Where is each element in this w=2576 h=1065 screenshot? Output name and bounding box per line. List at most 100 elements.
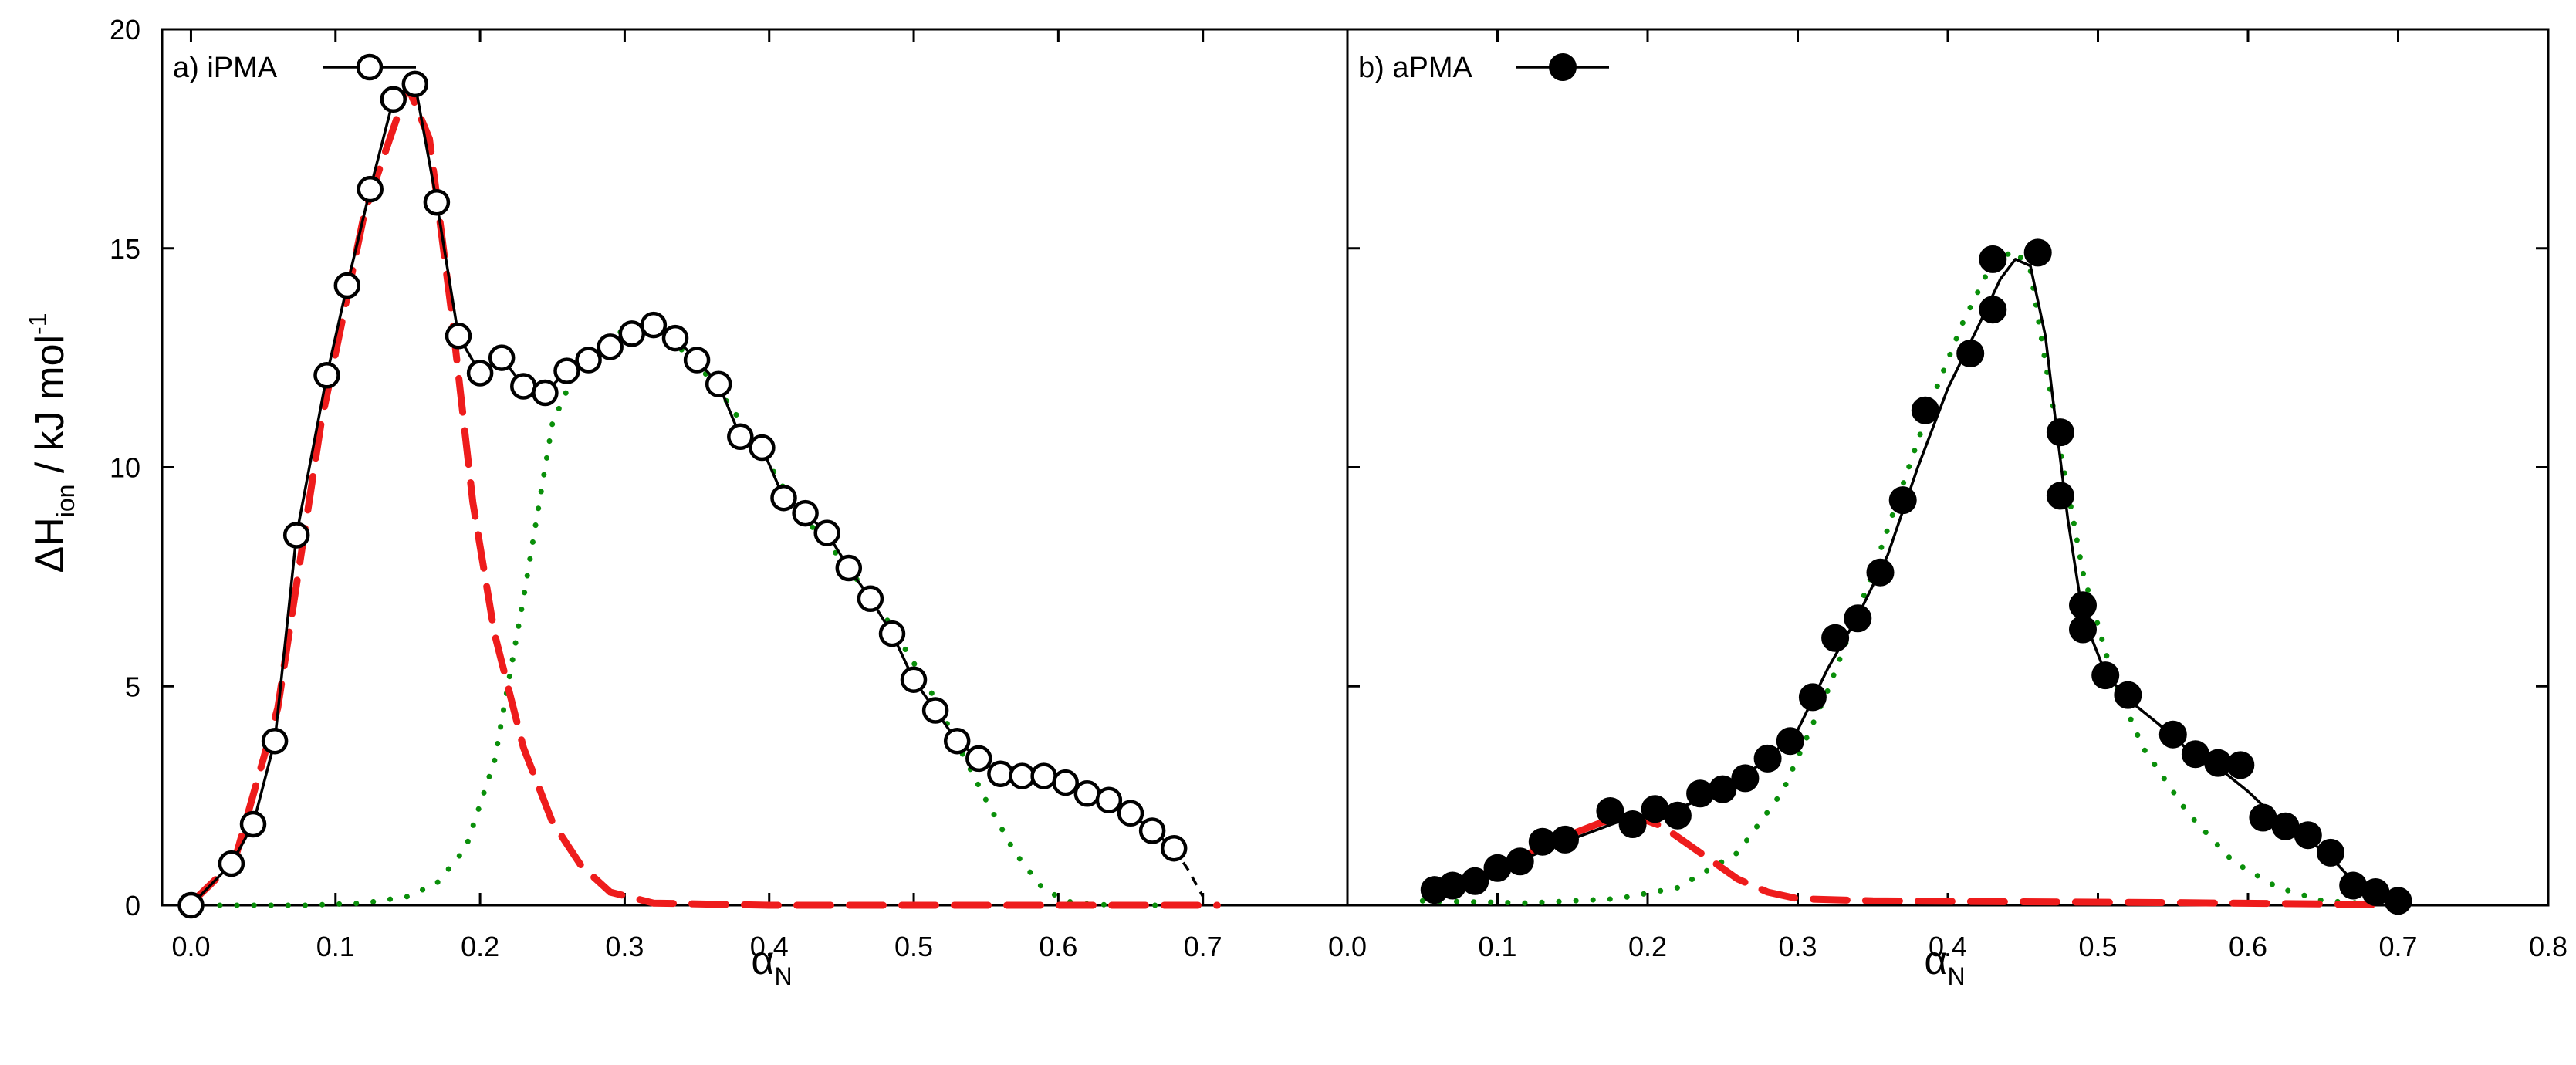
x-tick-label-b: 0.1 xyxy=(1478,931,1516,962)
x-tick-label-a: 0.3 xyxy=(605,931,644,962)
y-axis-title: ΔHion / kJ mol-1 xyxy=(24,313,79,573)
data-point-a xyxy=(770,484,797,512)
x-tick-label-b: 0.4 xyxy=(1929,931,1967,962)
y-tick-label: 0 xyxy=(125,890,140,921)
data-point-b xyxy=(2069,615,2097,644)
data-point-a xyxy=(943,727,971,755)
data-point-b xyxy=(1731,764,1760,793)
data-point-b xyxy=(1551,825,1579,854)
data-point-b xyxy=(1911,396,1939,424)
x-tick-label-a: 0.4 xyxy=(750,931,789,962)
data-point-a xyxy=(177,891,205,919)
y-tick-label: 10 xyxy=(110,452,140,484)
data-point-a xyxy=(965,745,992,773)
data-point-b xyxy=(1461,867,1489,895)
data-point-b xyxy=(2294,821,2322,850)
y-tick-label: 20 xyxy=(110,14,140,46)
data-point-b xyxy=(2046,418,2074,447)
data-point-b xyxy=(1438,871,1467,900)
series-green-component-a xyxy=(217,326,1206,908)
data-point-a xyxy=(575,347,602,374)
x-tick-label-a: 0.5 xyxy=(894,931,933,962)
data-point-a xyxy=(727,423,754,451)
data-point-b xyxy=(2069,591,2097,620)
legend-marker-a xyxy=(356,53,384,81)
data-point-a xyxy=(705,370,732,397)
data-point-a xyxy=(835,554,863,582)
x-tick-label-b: 0.0 xyxy=(1328,931,1367,962)
x-tick-label-a: 0.2 xyxy=(461,931,499,962)
data-point-a xyxy=(532,379,559,407)
data-point-a xyxy=(921,697,949,724)
data-point-a xyxy=(792,499,819,527)
x-axis-title-a: αN xyxy=(751,938,792,990)
data-point-b xyxy=(1956,340,1985,367)
data-point-a xyxy=(1117,800,1144,827)
data-point-a xyxy=(488,344,516,371)
data-point-b xyxy=(1663,801,1692,830)
data-point-b xyxy=(1979,296,2007,324)
data-point-b xyxy=(1888,486,1917,515)
data-point-a xyxy=(857,585,884,613)
data-point-a xyxy=(553,357,580,384)
series-fit-line-b xyxy=(1434,258,2399,902)
data-point-a xyxy=(239,810,267,838)
data-point-b xyxy=(1618,810,1647,838)
data-point-a xyxy=(261,727,289,755)
x-tick-label-a: 0.0 xyxy=(171,931,210,962)
data-point-a xyxy=(380,86,407,113)
x-tick-label-b: 0.5 xyxy=(2078,931,2117,962)
legend-label-a: a) iPMA xyxy=(173,52,278,84)
data-point-a xyxy=(878,620,906,647)
data-point-a xyxy=(813,519,840,546)
data-point-b xyxy=(1798,683,1827,712)
data-point-a xyxy=(987,760,1014,788)
data-point-b xyxy=(2114,681,2142,709)
data-point-b xyxy=(2023,238,2052,267)
data-point-a xyxy=(749,434,776,462)
data-point-b xyxy=(2226,751,2255,779)
data-point-a xyxy=(282,522,310,549)
data-point-a xyxy=(445,323,472,350)
x-tick-label-b: 0.7 xyxy=(2378,931,2417,962)
data-point-b xyxy=(2046,482,2074,510)
data-point-a xyxy=(1030,762,1057,789)
data-point-a xyxy=(401,70,429,98)
data-point-a xyxy=(1052,769,1079,796)
x-axis-title-b: αN xyxy=(1924,938,1965,990)
data-point-a xyxy=(1138,817,1166,844)
data-point-a xyxy=(510,373,537,400)
x-tick-label-b: 0.2 xyxy=(1628,931,1667,962)
data-point-a xyxy=(640,311,668,339)
data-point-b xyxy=(2091,661,2120,690)
y-tick-label: 5 xyxy=(125,671,140,702)
data-point-a xyxy=(1095,786,1123,814)
data-point-b xyxy=(2158,720,2187,749)
data-point-b xyxy=(1776,727,1804,756)
data-point-a xyxy=(683,347,711,374)
data-point-a xyxy=(1009,762,1036,789)
data-point-b xyxy=(1821,624,1850,652)
x-tick-label-b: 0.8 xyxy=(2529,931,2568,962)
data-point-b xyxy=(1753,744,1782,773)
panel-a: 0.0 0.1 0.2 0.3 0.4 0.5 0.6 0.7 0 5 10 15 20 a) iPMA xyxy=(110,14,1349,962)
data-point-b xyxy=(1979,245,2007,273)
series-green-component-b xyxy=(1419,247,2401,908)
data-point-b xyxy=(1709,775,1737,803)
data-point-b xyxy=(1844,604,1872,633)
data-point-a xyxy=(618,320,646,347)
data-point-b xyxy=(2384,887,2412,915)
data-point-a xyxy=(466,360,494,387)
data-point-a xyxy=(1160,834,1188,862)
data-point-b xyxy=(1866,558,1895,587)
y-tick-label: 15 xyxy=(110,233,140,265)
legend-label-b: b) aPMA xyxy=(1358,52,1472,84)
legend-marker-b xyxy=(1549,53,1577,81)
data-point-a xyxy=(218,850,245,877)
data-point-a xyxy=(900,666,928,693)
data-point-b xyxy=(1596,797,1624,825)
data-point-b xyxy=(2317,838,2344,867)
data-point-a xyxy=(597,333,624,360)
